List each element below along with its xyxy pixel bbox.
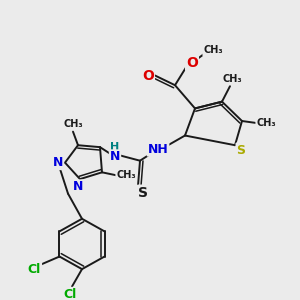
Text: S: S — [236, 144, 245, 157]
Text: O: O — [186, 56, 198, 70]
Text: CH₃: CH₃ — [116, 170, 136, 180]
Text: N: N — [110, 150, 120, 163]
Text: Cl: Cl — [63, 288, 76, 300]
Text: N: N — [53, 156, 63, 169]
Text: N: N — [73, 180, 83, 193]
Text: NH: NH — [148, 142, 168, 156]
Text: Cl: Cl — [28, 262, 41, 276]
Text: O: O — [142, 68, 154, 83]
Text: S: S — [138, 186, 148, 200]
Text: CH₃: CH₃ — [256, 118, 276, 128]
Text: CH₃: CH₃ — [203, 45, 223, 55]
Text: CH₃: CH₃ — [63, 119, 83, 129]
Text: H: H — [110, 142, 120, 152]
Text: CH₃: CH₃ — [222, 74, 242, 84]
